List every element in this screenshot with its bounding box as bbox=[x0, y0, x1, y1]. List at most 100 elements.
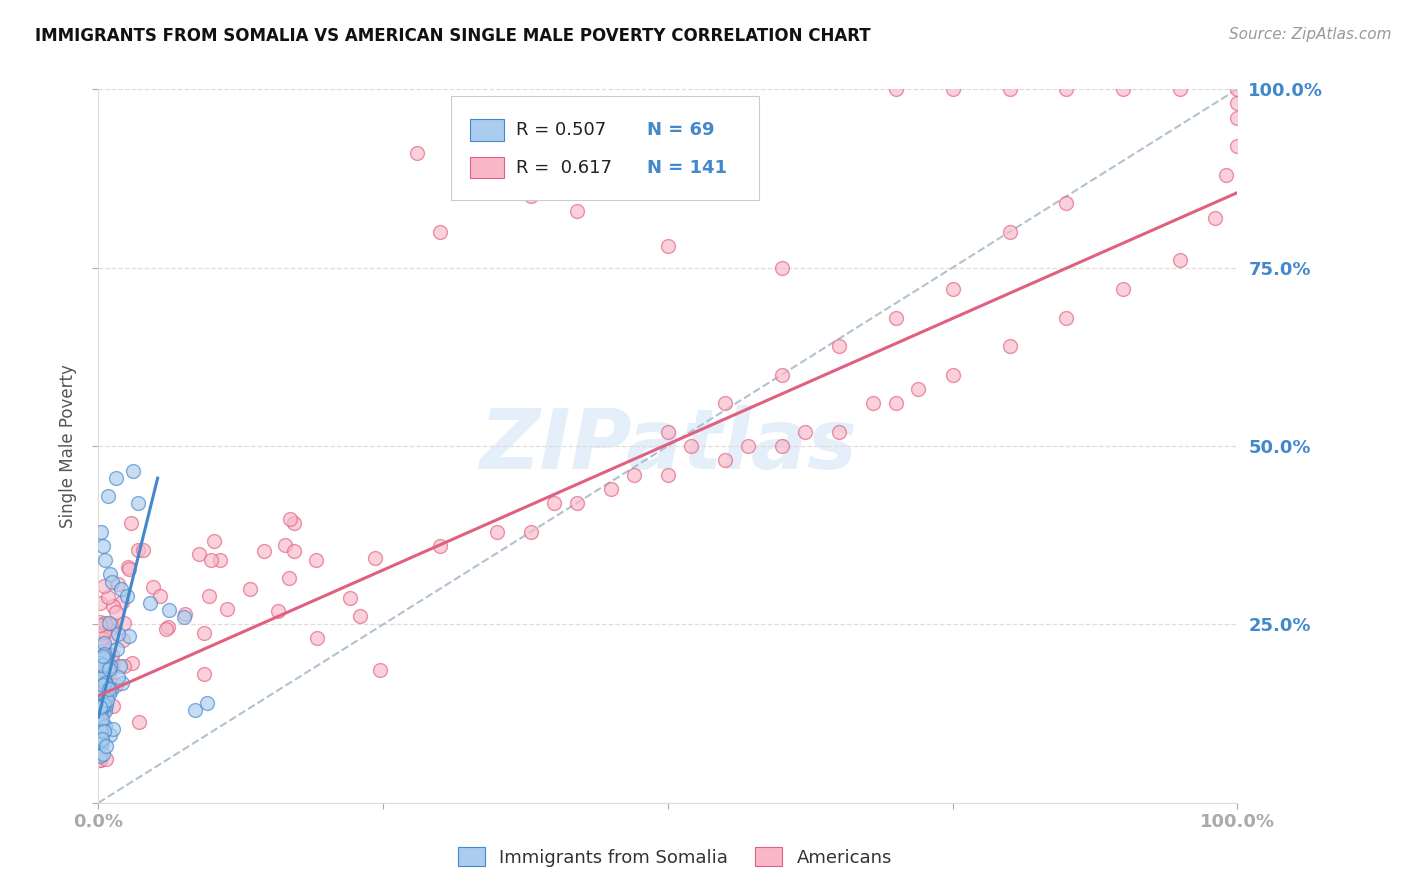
Point bbox=[600, 482, 623, 496]
Point bbox=[98, 687, 121, 701]
Point bbox=[89, 714, 111, 728]
Legend: Immigrants from Somalia, Americans: Immigrants from Somalia, Americans bbox=[450, 840, 900, 874]
Point bbox=[90, 658, 112, 673]
Point bbox=[339, 591, 361, 606]
Point bbox=[193, 666, 215, 681]
FancyBboxPatch shape bbox=[470, 120, 503, 141]
Point bbox=[451, 175, 474, 189]
Point bbox=[364, 551, 387, 566]
Point bbox=[89, 753, 111, 767]
Text: N = 141: N = 141 bbox=[647, 159, 727, 177]
Point bbox=[1112, 82, 1135, 96]
Point bbox=[97, 654, 120, 668]
Point bbox=[103, 656, 125, 670]
Point bbox=[188, 547, 211, 561]
Point bbox=[142, 580, 165, 594]
Point bbox=[93, 636, 115, 650]
Point bbox=[714, 396, 737, 410]
Point bbox=[486, 168, 509, 182]
Point bbox=[103, 599, 125, 614]
Point bbox=[105, 605, 128, 619]
Point bbox=[149, 590, 172, 604]
Text: N = 69: N = 69 bbox=[647, 121, 714, 139]
Point bbox=[91, 657, 114, 672]
Point bbox=[91, 685, 114, 699]
Point bbox=[195, 696, 218, 710]
Point bbox=[97, 662, 120, 676]
Point bbox=[239, 582, 262, 597]
Point bbox=[828, 425, 851, 439]
Point bbox=[94, 698, 117, 712]
Point bbox=[115, 589, 138, 603]
Point bbox=[97, 666, 120, 681]
Point bbox=[1204, 211, 1226, 225]
Text: R = 0.507: R = 0.507 bbox=[516, 121, 606, 139]
Point bbox=[93, 701, 115, 715]
Point bbox=[942, 368, 965, 382]
Point bbox=[94, 676, 117, 690]
Point bbox=[100, 630, 122, 644]
Point bbox=[90, 524, 112, 539]
Point bbox=[93, 671, 115, 685]
Point bbox=[90, 671, 112, 685]
Point bbox=[91, 681, 114, 696]
Point bbox=[94, 698, 117, 712]
Point bbox=[93, 677, 115, 691]
Point bbox=[737, 439, 759, 453]
Point bbox=[278, 571, 301, 585]
Point bbox=[94, 553, 117, 567]
Point bbox=[770, 368, 793, 382]
Point bbox=[91, 747, 114, 761]
Point bbox=[1112, 282, 1135, 296]
Point bbox=[1226, 82, 1249, 96]
Point bbox=[121, 656, 143, 670]
Point bbox=[828, 339, 851, 353]
Point bbox=[93, 698, 115, 712]
Point bbox=[770, 260, 793, 275]
Point bbox=[101, 722, 124, 736]
Point bbox=[942, 82, 965, 96]
Point bbox=[96, 739, 118, 753]
Point bbox=[89, 652, 111, 666]
Point bbox=[112, 632, 135, 647]
Point bbox=[998, 82, 1021, 96]
Point bbox=[91, 654, 114, 668]
Point bbox=[267, 604, 290, 618]
Point bbox=[429, 539, 451, 553]
Point bbox=[714, 453, 737, 467]
Point bbox=[97, 616, 120, 631]
Point bbox=[94, 752, 117, 766]
Point bbox=[94, 665, 117, 680]
Point bbox=[89, 596, 111, 610]
Point bbox=[120, 516, 142, 530]
Point bbox=[657, 425, 679, 439]
Point bbox=[157, 603, 180, 617]
Point bbox=[657, 239, 679, 253]
Point bbox=[128, 715, 150, 730]
Point bbox=[93, 705, 115, 719]
Point bbox=[93, 579, 115, 593]
Point bbox=[91, 678, 114, 692]
Point bbox=[89, 734, 111, 748]
Point bbox=[155, 623, 177, 637]
Point bbox=[91, 700, 114, 714]
Point bbox=[111, 595, 134, 609]
Point bbox=[253, 543, 276, 558]
Point bbox=[100, 728, 122, 742]
Point bbox=[91, 736, 114, 750]
FancyBboxPatch shape bbox=[470, 157, 503, 178]
Point bbox=[111, 676, 134, 690]
Point bbox=[93, 651, 115, 665]
Point bbox=[98, 658, 121, 673]
Point bbox=[93, 648, 115, 662]
Point bbox=[94, 615, 117, 630]
Point bbox=[349, 609, 371, 624]
Point bbox=[112, 616, 135, 631]
Point bbox=[90, 695, 112, 709]
Point bbox=[1226, 96, 1249, 111]
Point bbox=[89, 677, 111, 691]
Point bbox=[118, 562, 141, 576]
Point bbox=[156, 620, 179, 634]
Point bbox=[679, 439, 702, 453]
Point bbox=[884, 82, 907, 96]
